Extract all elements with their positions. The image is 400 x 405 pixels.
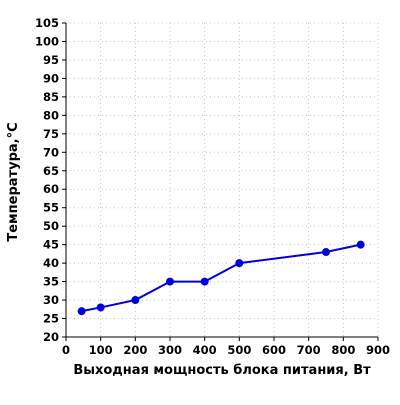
data-point <box>77 307 86 316</box>
y-tick-label: 65 <box>43 164 59 178</box>
data-point <box>356 240 365 249</box>
x-tick-label: 900 <box>366 343 390 357</box>
y-tick-label: 60 <box>43 182 59 196</box>
y-tick-label: 100 <box>35 34 59 48</box>
data-point <box>166 277 174 286</box>
x-tick-label: 100 <box>89 343 113 357</box>
y-tick-label: 25 <box>43 312 59 326</box>
data-point <box>96 303 105 312</box>
y-tick-label: 80 <box>43 108 59 122</box>
y-axis-title: Температура,°C <box>6 122 21 241</box>
tick-labels: 0 100 200 300 400 500 600 700 800 900 20 25 30 35 40 45… <box>35 16 390 357</box>
y-tick-label: 45 <box>43 238 59 252</box>
y-tick-label: 35 <box>43 275 59 289</box>
x-tick-label: 400 <box>193 343 217 357</box>
grid <box>66 22 379 337</box>
y-tick-label: 85 <box>43 90 59 104</box>
y-tick-label: 50 <box>43 219 59 233</box>
axes <box>62 22 379 341</box>
data-point <box>200 277 209 286</box>
y-tick-label: 75 <box>43 127 59 141</box>
x-tick-label: 700 <box>297 343 321 357</box>
y-tick-label: 90 <box>43 71 59 85</box>
x-tick-label: 300 <box>158 343 182 357</box>
y-tick-label: 95 <box>43 53 59 67</box>
x-axis-title: Выходная мощность блока питания, Вт <box>73 363 371 378</box>
x-tick-label: 0 <box>62 343 70 357</box>
series-line <box>81 243 361 313</box>
x-tick-label: 200 <box>123 343 147 357</box>
y-tick-label: 40 <box>43 256 59 270</box>
y-tick-label: 70 <box>43 145 59 159</box>
x-tick-label: 600 <box>262 343 286 357</box>
data-point <box>322 248 330 257</box>
x-tick-label: 800 <box>331 343 355 357</box>
data-point <box>235 259 244 268</box>
y-tick-label: 30 <box>43 293 59 307</box>
x-tick-label: 500 <box>227 343 251 357</box>
series <box>77 240 365 316</box>
data-point <box>131 296 140 305</box>
y-tick-label: 55 <box>43 201 59 215</box>
y-tick-label: 20 <box>43 330 59 344</box>
y-tick-label: 105 <box>35 16 59 30</box>
